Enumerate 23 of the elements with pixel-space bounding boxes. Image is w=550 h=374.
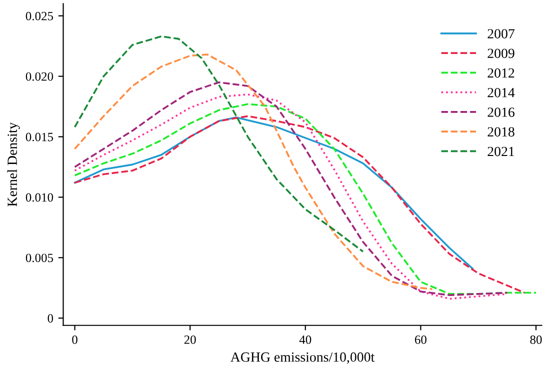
line-series xyxy=(74,35,364,253)
legend-label: 2007 xyxy=(488,29,514,38)
x-tick-label: 40 xyxy=(299,335,312,344)
legend-label: 2016 xyxy=(488,108,514,117)
legend-label: 2009 xyxy=(488,48,514,58)
legend-label: 2021 xyxy=(488,146,514,156)
y-tick-label: 0.005 xyxy=(26,254,54,262)
y-axis-title: Kernel Density xyxy=(7,122,20,206)
x-tick-label: 80 xyxy=(530,335,542,344)
legend-label: 2012 xyxy=(488,68,514,78)
line-series xyxy=(74,54,434,290)
legend-label: 2014 xyxy=(488,88,515,98)
y-tick-label: 0.015 xyxy=(26,132,54,142)
x-tick-label: 60 xyxy=(414,335,426,344)
y-tick-label: 0 xyxy=(48,314,54,323)
x-tick-label: 0 xyxy=(72,335,78,344)
legend-label: 2018 xyxy=(488,127,514,137)
y-tick-label: 0.025 xyxy=(26,12,54,20)
x-tick-label: 20 xyxy=(184,335,196,344)
line-series xyxy=(74,116,474,270)
y-tick-label: 0.010 xyxy=(26,193,54,202)
y-tick-label: 0.020 xyxy=(26,72,54,81)
x-axis-title: AGHG emissions/10,000t xyxy=(230,352,375,364)
